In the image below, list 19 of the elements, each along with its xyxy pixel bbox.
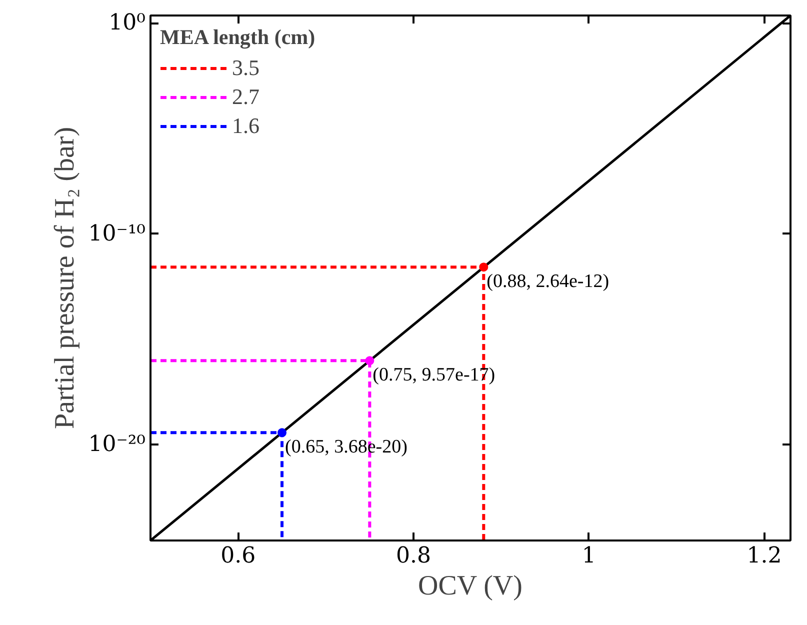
annotation: (0.88, 2.64e-12) (486, 271, 610, 292)
point (278, 428, 287, 438)
x-tick-label: 1.2 (746, 544, 782, 568)
legend-label: 3.5 (232, 55, 260, 81)
annotation: (0.65, 3.68e-20) (285, 436, 408, 458)
y-axis-title: Partial pressure of H₂ (bar) (49, 126, 80, 430)
y-tick-label: 10⁰ (108, 10, 146, 36)
legend-title: MEA length (cm) (160, 25, 316, 50)
x-tick-label: 0.8 (396, 544, 432, 568)
y-tick-label: 10⁻²⁰ (88, 432, 146, 458)
point (479, 262, 488, 272)
y-tick-label: 10⁻¹⁰ (88, 221, 146, 246)
legend-label: 1.6 (232, 113, 260, 139)
legend-label: 2.7 (232, 84, 260, 110)
x-tick-label: 1 (582, 544, 596, 568)
annotation: (0.75, 9.57e-17) (372, 364, 496, 386)
point (365, 356, 374, 366)
x-tick-label: 0.6 (220, 544, 256, 568)
x-axis-title: OCV (V) (418, 570, 522, 602)
